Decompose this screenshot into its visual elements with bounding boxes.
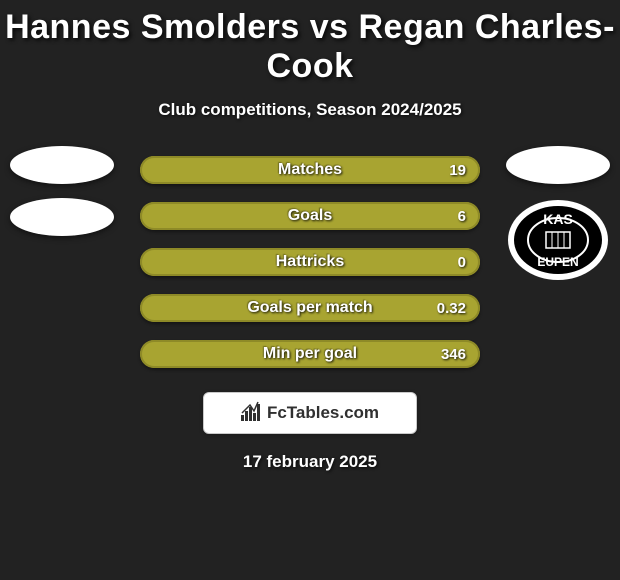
- stat-bar-value: 0: [458, 248, 466, 276]
- stat-bar-label: Hattricks: [140, 248, 480, 276]
- player2-badge-1: [506, 146, 610, 184]
- brand-chart-icon: [241, 401, 263, 426]
- stat-bar-label: Min per goal: [140, 340, 480, 368]
- infographic-date: 17 february 2025: [0, 452, 620, 472]
- stat-bar-label: Matches: [140, 156, 480, 184]
- left-badge-column: [10, 146, 114, 236]
- crest-text-bottom: EUPEN: [537, 255, 578, 269]
- club-crest-eupen: KAS EUPEN: [506, 198, 610, 282]
- stat-bar: Goals6: [140, 202, 480, 230]
- crest-text-top: KAS: [543, 211, 573, 227]
- stat-bar-label: Goals per match: [140, 294, 480, 322]
- right-badge-column: KAS EUPEN: [506, 146, 610, 282]
- stat-bar-value: 346: [441, 340, 466, 368]
- brand-box: FcTables.com: [203, 392, 417, 434]
- stat-bar: Hattricks0: [140, 248, 480, 276]
- stat-bars: Matches19 Goals6 Hattricks0 Goals per match…: [140, 156, 480, 368]
- stat-bar-value: 0.32: [437, 294, 466, 322]
- stats-area: KAS EUPEN Matches19 Goals6 Hattricks0 Goals…: [0, 156, 620, 368]
- stat-bar-label: Goals: [140, 202, 480, 230]
- stat-bar-value: 19: [449, 156, 466, 184]
- comparison-subtitle: Club competitions, Season 2024/2025: [0, 100, 620, 120]
- stat-bar: Min per goal346: [140, 340, 480, 368]
- brand-text: FcTables.com: [267, 403, 379, 423]
- comparison-title: Hannes Smolders vs Regan Charles-Cook: [0, 0, 620, 86]
- player1-badge-1: [10, 146, 114, 184]
- stat-bar-value: 6: [458, 202, 466, 230]
- stat-bar: Goals per match0.32: [140, 294, 480, 322]
- stat-bar: Matches19: [140, 156, 480, 184]
- player1-badge-2: [10, 198, 114, 236]
